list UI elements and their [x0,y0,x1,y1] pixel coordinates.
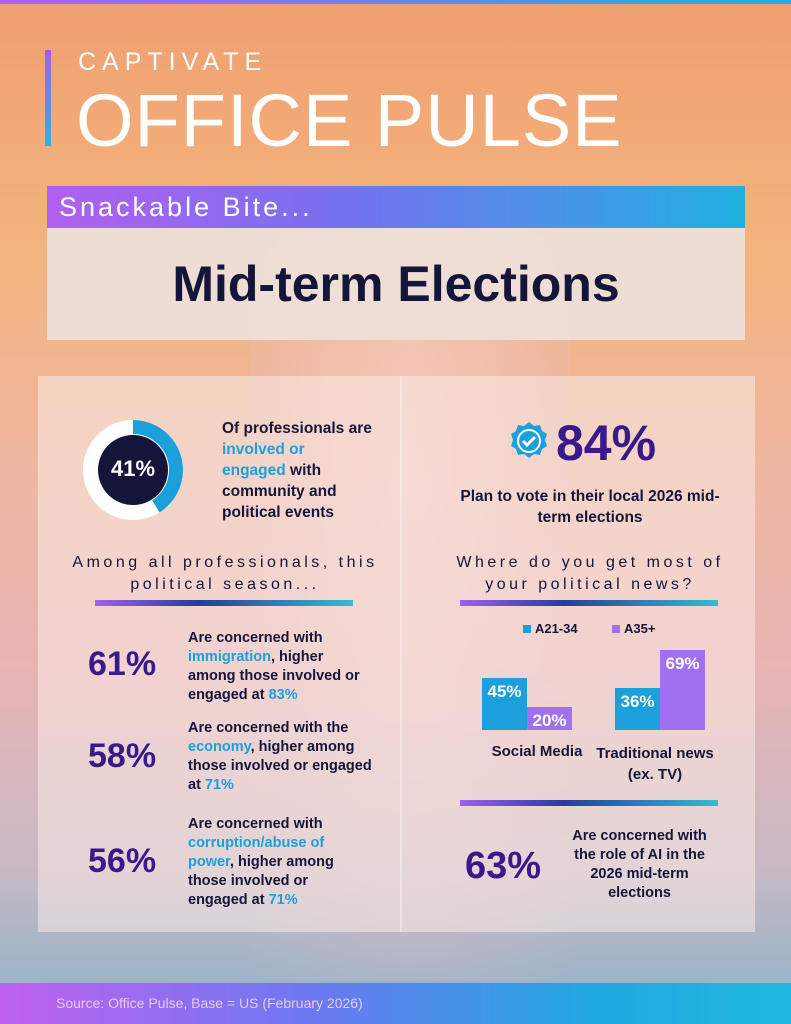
page-title: Mid-term Elections [47,228,745,340]
ai-value: 63% [465,845,542,887]
left-gradient-divider [95,600,353,606]
donut-center [98,435,168,505]
stat-description: Are concerned with the economy, higher a… [188,720,372,793]
panel-divider [400,376,402,932]
stat-description: Are concerned with immigration, higher a… [188,630,360,703]
stat-value: 61% [88,645,157,683]
donut-text: Of professionals are [222,420,372,437]
legend-swatch [523,624,531,633]
stat-value: 58% [88,737,157,775]
verified-badge-icon [511,422,547,458]
stat-description: Are concerned with corruption/abuse of p… [188,816,334,908]
vote-value: 84% [556,415,657,471]
ai-description: Are concerned with the role of AI in the… [572,828,707,901]
donut-value: 41% [110,456,156,481]
bar-a21-34: 36% [615,688,660,730]
footer-source: Source: Office Pulse, Base = US (Februar… [0,983,791,1024]
bar-a35-: 20% [527,706,572,730]
product-title: OFFICE PULSE [76,79,623,162]
donut-arc [83,420,183,520]
right-gradient-divider-2 [460,800,718,806]
category-label: Traditional news (ex. TV) [596,745,714,783]
brand-accent-line [45,50,51,146]
donut-description: Of professionals are involved or engaged… [222,418,372,523]
bar-a35-: 69% [660,649,705,730]
legend-swatch [612,624,620,633]
donut-text-end: with community and political events [222,462,337,521]
right-section-heading: Where do you get most of your political … [456,554,724,593]
legend-item: A35+ [612,621,655,636]
donut-chart [83,420,183,520]
news-source-chart: A21-34 A35+ Social Media Traditional new… [460,615,730,795]
left-section-heading: Among all professionals, this political … [72,554,378,593]
right-gradient-divider [460,600,718,606]
top-accent-bar [0,0,791,4]
bar-a21-34: 45% [482,677,527,730]
stat-value: 56% [88,842,157,880]
donut-highlight: involved or engaged [222,441,305,479]
brand-logo: CAPTIVATE [78,48,268,76]
legend-item: A21-34 [523,621,578,636]
vote-description: Plan to vote in their local 2026 mid-ter… [460,488,720,526]
category-label: Social Media [491,743,583,760]
tagline-banner: Snackable Bite... [47,186,745,228]
